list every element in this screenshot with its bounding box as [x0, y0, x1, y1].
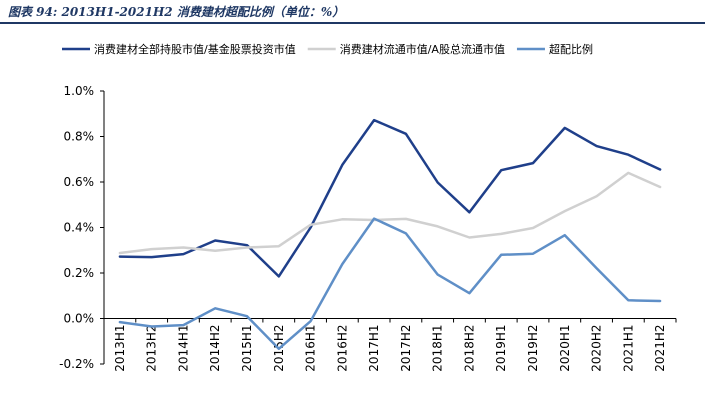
legend-label-3: 超配比例 [549, 42, 593, 56]
x-tick-label: 2020H1 [558, 325, 572, 372]
x-tick-label: 2016H1 [304, 325, 318, 372]
x-tick-label: 2013H1 [113, 325, 127, 372]
x-tick-label: 2015H1 [240, 325, 254, 372]
x-tick-label: 2021H2 [653, 325, 667, 372]
y-tick-label: 1.0% [64, 84, 95, 98]
y-tick-label: 0.6% [64, 175, 95, 189]
x-tick-label: 2021H1 [621, 325, 635, 372]
series-line-2 [118, 171, 662, 255]
legend-label-2: 消费建材流通市值/A股总流通市值 [340, 42, 505, 56]
y-tick-label: 0.8% [64, 130, 95, 144]
y-tick-label: 0.4% [64, 221, 95, 235]
series-line-1 [118, 118, 662, 278]
series-line-3 [118, 217, 662, 351]
x-tick-label: 2017H2 [399, 325, 413, 372]
x-tick-label: 2019H2 [526, 325, 540, 372]
title-rule [0, 22, 705, 24]
x-tick-label: 2020H2 [590, 325, 604, 372]
y-tick-label: -0.2% [59, 357, 94, 371]
x-tick-label: 2017H1 [367, 325, 381, 372]
x-tick-label: 2018H1 [431, 325, 445, 372]
y-tick-label: 0.0% [64, 312, 95, 326]
x-tick-label: 2016H2 [335, 325, 349, 372]
x-tick-label: 2018H2 [462, 325, 476, 372]
x-tick-label: 2013H2 [145, 325, 159, 372]
x-tick-label: 2019H1 [494, 325, 508, 372]
y-tick-label: 0.2% [64, 266, 95, 280]
legend-label-1: 消费建材全部持股市值/基金股票投资市值 [94, 42, 296, 56]
x-tick-label: 2014H2 [208, 325, 222, 372]
chart-title: 图表 94: 2013H1-2021H2 消费建材超配比例（单位：%） [8, 5, 345, 19]
x-tick-label: 2014H1 [176, 325, 190, 372]
